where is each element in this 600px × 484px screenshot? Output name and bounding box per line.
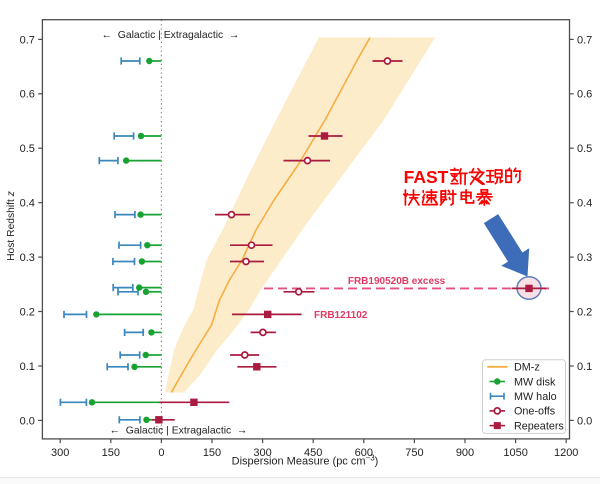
svg-text:0.4: 0.4 [577, 198, 592, 210]
svg-text:0.5: 0.5 [577, 143, 592, 155]
svg-text:FRB121102: FRB121102 [314, 310, 368, 321]
svg-text:0.2: 0.2 [577, 306, 592, 318]
svg-text:300: 300 [51, 447, 69, 459]
svg-text:0.7: 0.7 [577, 34, 592, 46]
svg-text:← Galactic | Extragalactic →: ← Galactic | Extragalactic → [102, 30, 240, 41]
svg-text:0.6: 0.6 [20, 89, 35, 101]
svg-text:Repeaters: Repeaters [514, 420, 564, 432]
svg-text:Dispersion Measure (pc cm−3): Dispersion Measure (pc cm−3) [232, 454, 379, 468]
svg-text:450: 450 [304, 447, 322, 459]
svg-text:MW halo: MW halo [514, 391, 557, 403]
svg-text:0.2: 0.2 [20, 306, 35, 318]
svg-text:0.1: 0.1 [577, 361, 592, 373]
svg-text:750: 750 [405, 447, 423, 459]
svg-text:300: 300 [253, 447, 271, 459]
svg-text:150: 150 [203, 447, 221, 459]
svg-text:0.1: 0.1 [20, 361, 35, 373]
svg-text:DM-z: DM-z [514, 362, 540, 374]
svg-text:0.0: 0.0 [577, 415, 592, 427]
svg-text:0.6: 0.6 [577, 89, 592, 101]
svg-text:0.5: 0.5 [20, 143, 35, 155]
svg-text:1050: 1050 [503, 447, 527, 459]
svg-text:Host Redshift z: Host Redshift z [6, 191, 17, 261]
svg-text:0: 0 [158, 447, 164, 459]
svg-text:0.3: 0.3 [20, 252, 35, 264]
svg-text:600: 600 [355, 447, 373, 459]
svg-text:MW disk: MW disk [514, 376, 556, 388]
svg-text:← Galactic | Extragalactic →: ← Galactic | Extragalactic → [110, 425, 248, 436]
svg-text:One-offs: One-offs [514, 406, 556, 418]
svg-text:FRB190520B excess: FRB190520B excess [348, 276, 446, 287]
svg-text:1200: 1200 [554, 447, 578, 459]
svg-text:150: 150 [102, 447, 120, 459]
svg-text:0.7: 0.7 [20, 34, 35, 46]
svg-text:0.4: 0.4 [20, 198, 35, 210]
svg-text:0.3: 0.3 [577, 252, 592, 264]
svg-text:FAST: FAST [404, 167, 449, 187]
svg-text:900: 900 [456, 447, 474, 459]
svg-text:0.0: 0.0 [20, 415, 35, 427]
